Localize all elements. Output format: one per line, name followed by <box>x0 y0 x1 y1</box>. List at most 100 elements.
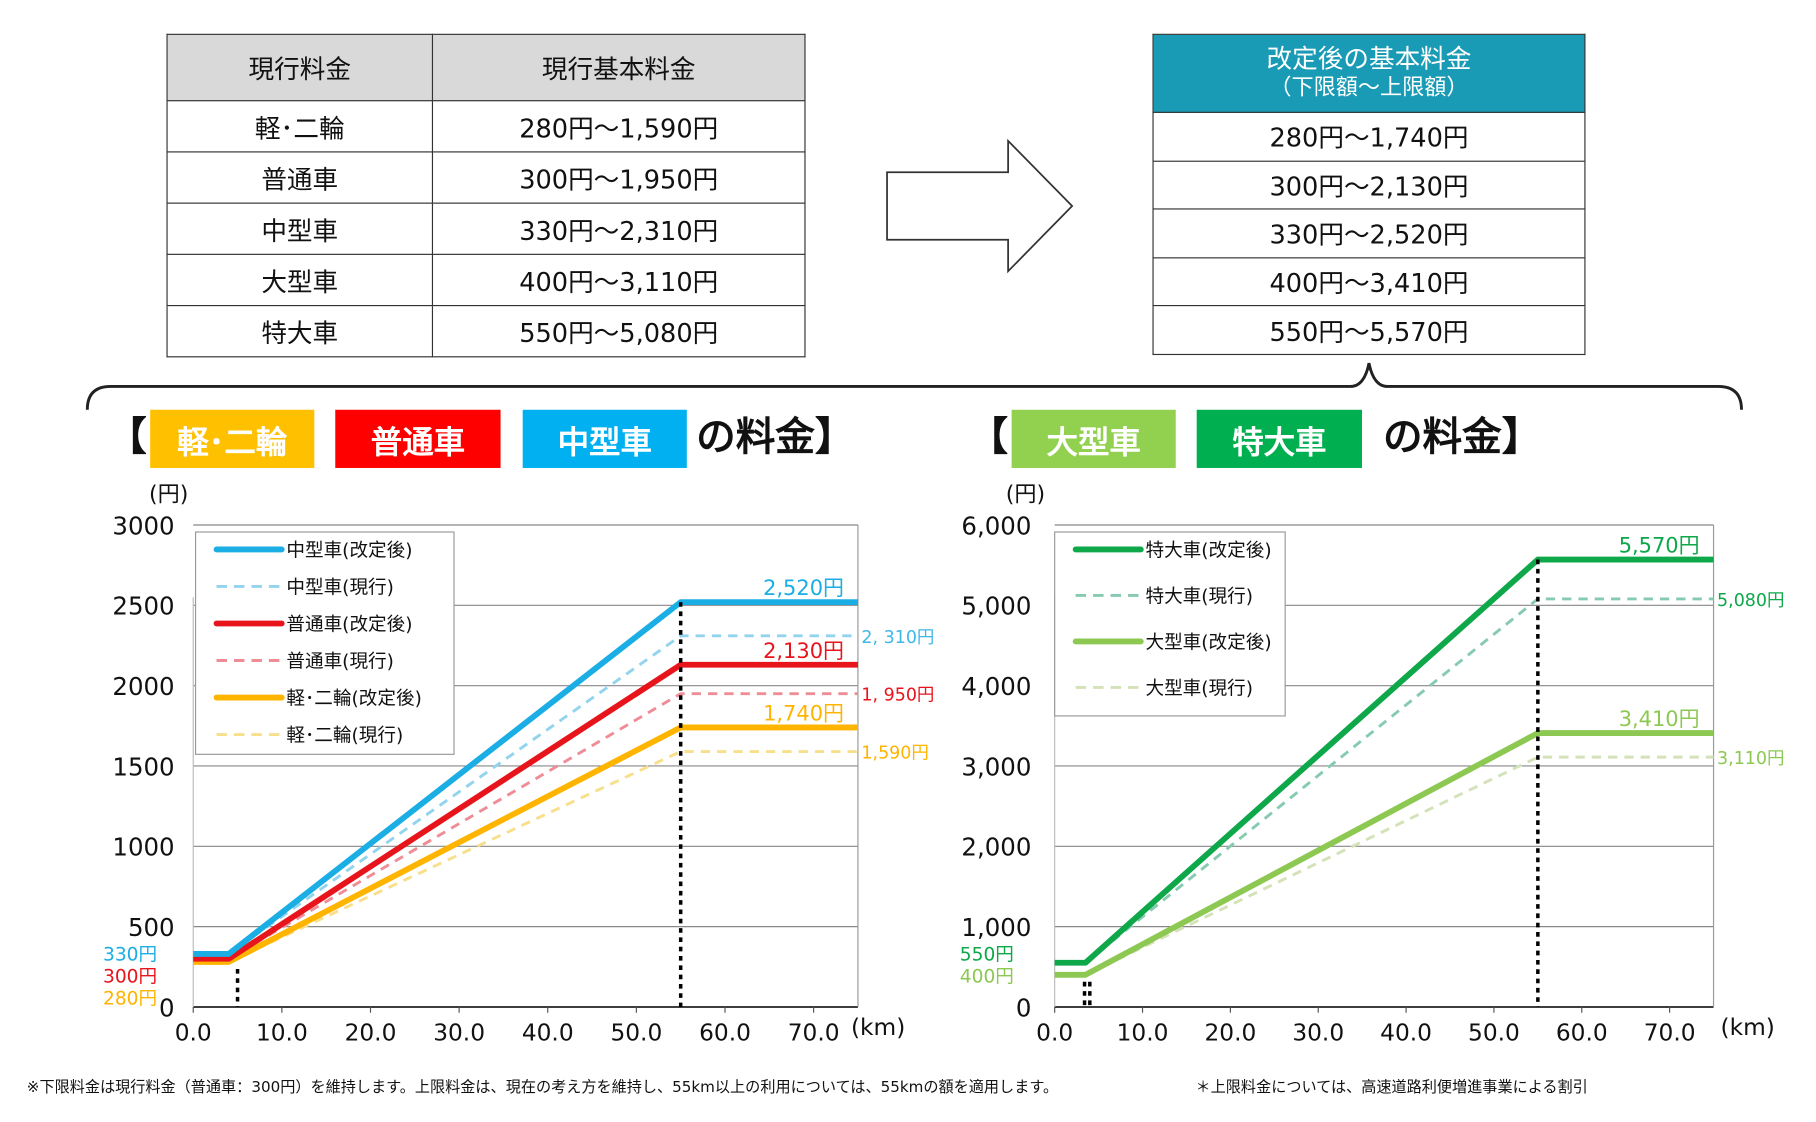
legend-label: 軽･二輪(現行) <box>286 726 403 747</box>
y-tick-label: 1,000 <box>961 913 1031 942</box>
x-tick-label: 70.0 <box>788 1020 840 1047</box>
vehicle-class: 特大車 <box>166 304 434 358</box>
value-label: 1, 950円 <box>861 686 934 706</box>
value-label: 2,520円 <box>763 576 844 600</box>
x-tick-label: 30.0 <box>1292 1020 1344 1047</box>
value-label: 1,590円 <box>861 744 928 764</box>
header-current-fare: 現行料金 <box>166 33 434 102</box>
series-line <box>193 599 858 957</box>
series-line <box>1054 556 1714 966</box>
fare-range: 300円～1,950円 <box>431 151 806 204</box>
legend-label: 軽･二輪(改定後) <box>286 689 421 710</box>
left-y-unit: (円) <box>149 481 189 508</box>
x-tick-label: 60.0 <box>699 1020 751 1047</box>
tag-ogatasha: 大型車 <box>1011 409 1176 468</box>
tag-chugatasha: 中型車 <box>522 409 687 468</box>
y-tick-label: 2000 <box>112 672 174 701</box>
series-line <box>1054 755 1714 977</box>
fare-range: 280円～1,740円 <box>1152 111 1586 162</box>
header-subtitle: （下限額～上限額） <box>1269 74 1469 100</box>
x-tick-label: 70.0 <box>1644 1020 1696 1047</box>
value-label: 2, 310円 <box>861 628 934 648</box>
legend-label: 特大車(現行) <box>1145 586 1253 607</box>
y-tick-label: 3000 <box>112 511 174 540</box>
value-label: 400円 <box>960 967 1014 988</box>
legend-label: 大型車(改定後) <box>1145 632 1271 653</box>
bracket-open: 【 <box>968 414 1009 461</box>
y-tick-label: 2,000 <box>961 833 1031 862</box>
value-label: 280円 <box>103 989 157 1010</box>
current-fare-table: 現行料金 現行基本料金 軽･二輪 280円～1,590円 普通車 300円～1,95… <box>166 33 806 358</box>
x-tick-label: 50.0 <box>610 1020 662 1047</box>
bracket-open: 【 <box>107 414 147 461</box>
value-label: 2,130円 <box>763 639 844 663</box>
x-tick-label: 60.0 <box>1556 1020 1608 1047</box>
legend-label: 大型車(現行) <box>1145 678 1253 699</box>
x-tick-label: 10.0 <box>256 1020 308 1047</box>
vehicle-class: 中型車 <box>166 202 434 255</box>
tag-tokudaisha: 特大車 <box>1196 409 1362 468</box>
left-x-unit: (km) <box>850 1012 906 1041</box>
legend-label: 普通車(改定後) <box>286 614 412 635</box>
value-label: 5,080円 <box>1717 591 1784 611</box>
right-x-unit: (km) <box>1720 1012 1775 1041</box>
header-revised-base-fare: 改定後の基本料金 （下限額～上限額） <box>1152 33 1586 113</box>
header-current-base-fare: 現行基本料金 <box>431 33 806 102</box>
vehicle-class: 大型車 <box>166 253 434 307</box>
header-title: 改定後の基本料金 <box>1266 45 1472 75</box>
x-tick-label: 20.0 <box>345 1020 397 1047</box>
y-tick-label: 500 <box>128 913 175 942</box>
footnote-left: ※下限料金は現行料金（普通車：300円）を維持します。上限料金は、現在の考え方を… <box>26 1079 1059 1097</box>
x-tick-label: 40.0 <box>522 1020 574 1047</box>
x-tick-label: 20.0 <box>1204 1020 1256 1047</box>
y-tick-label: 1000 <box>112 833 174 862</box>
legend-label: 中型車(改定後) <box>286 540 412 561</box>
table-row: 330円～2,520円 <box>1152 208 1586 259</box>
table-header-row: 現行料金 現行基本料金 <box>166 33 806 102</box>
y-tick-label: 2500 <box>112 592 174 621</box>
series-line <box>193 724 858 965</box>
table-row: 普通車 300円～1,950円 <box>166 151 806 204</box>
value-label: 300円 <box>103 967 157 988</box>
value-label: 1,740円 <box>763 701 844 725</box>
y-tick-label: 5,000 <box>961 592 1031 621</box>
table-row: 特大車 550円～5,080円 <box>166 304 806 358</box>
heading-suffix: の料金】 <box>696 414 855 461</box>
y-tick-label: 0 <box>1016 993 1032 1022</box>
table-row: 大型車 400円～3,110円 <box>166 253 806 307</box>
value-label: 3,410円 <box>1619 707 1700 731</box>
x-tick-label: 10.0 <box>1117 1020 1169 1047</box>
series-line <box>1054 730 1714 978</box>
series-line <box>193 661 858 962</box>
tag-kei-nirin: 軽･二輪 <box>150 409 315 468</box>
table-header-row: 改定後の基本料金 （下限額～上限額） <box>1152 33 1586 113</box>
value-label: 5,570円 <box>1619 534 1700 558</box>
fare-range: 330円～2,520円 <box>1152 208 1586 259</box>
value-label: 550円 <box>960 944 1014 965</box>
y-tick-label: 3,000 <box>961 752 1031 781</box>
right-y-unit: (円) <box>1005 481 1046 508</box>
value-label: 3,110円 <box>1717 749 1784 769</box>
x-tick-label: 30.0 <box>433 1020 485 1047</box>
table-row: 550円～5,570円 <box>1152 305 1586 356</box>
value-label: 330円 <box>103 944 157 965</box>
fare-range: 550円～5,570円 <box>1152 305 1586 356</box>
brace <box>85 362 1743 410</box>
legend-label: 中型車(現行) <box>286 577 394 598</box>
legend-box <box>194 531 455 755</box>
table-row: 280円～1,740円 <box>1152 111 1586 162</box>
tag-futsusha: 普通車 <box>335 409 501 468</box>
x-tick-label: 0.0 <box>1036 1020 1073 1047</box>
legend-label: 普通車(現行) <box>286 651 394 672</box>
x-tick-label: 0.0 <box>175 1020 212 1047</box>
legend-label: 特大車(改定後) <box>1145 540 1271 561</box>
table-row: 中型車 330円～2,310円 <box>166 202 806 255</box>
vehicle-class: 普通車 <box>166 151 434 204</box>
footnote-right: ＊上限料金については、高速道路利便増進事業による割引 <box>1195 1079 1588 1097</box>
legend-box <box>1054 531 1286 717</box>
y-tick-label: 1500 <box>112 752 174 781</box>
right-arrow-icon <box>886 138 1074 274</box>
x-tick-label: 50.0 <box>1468 1020 1520 1047</box>
